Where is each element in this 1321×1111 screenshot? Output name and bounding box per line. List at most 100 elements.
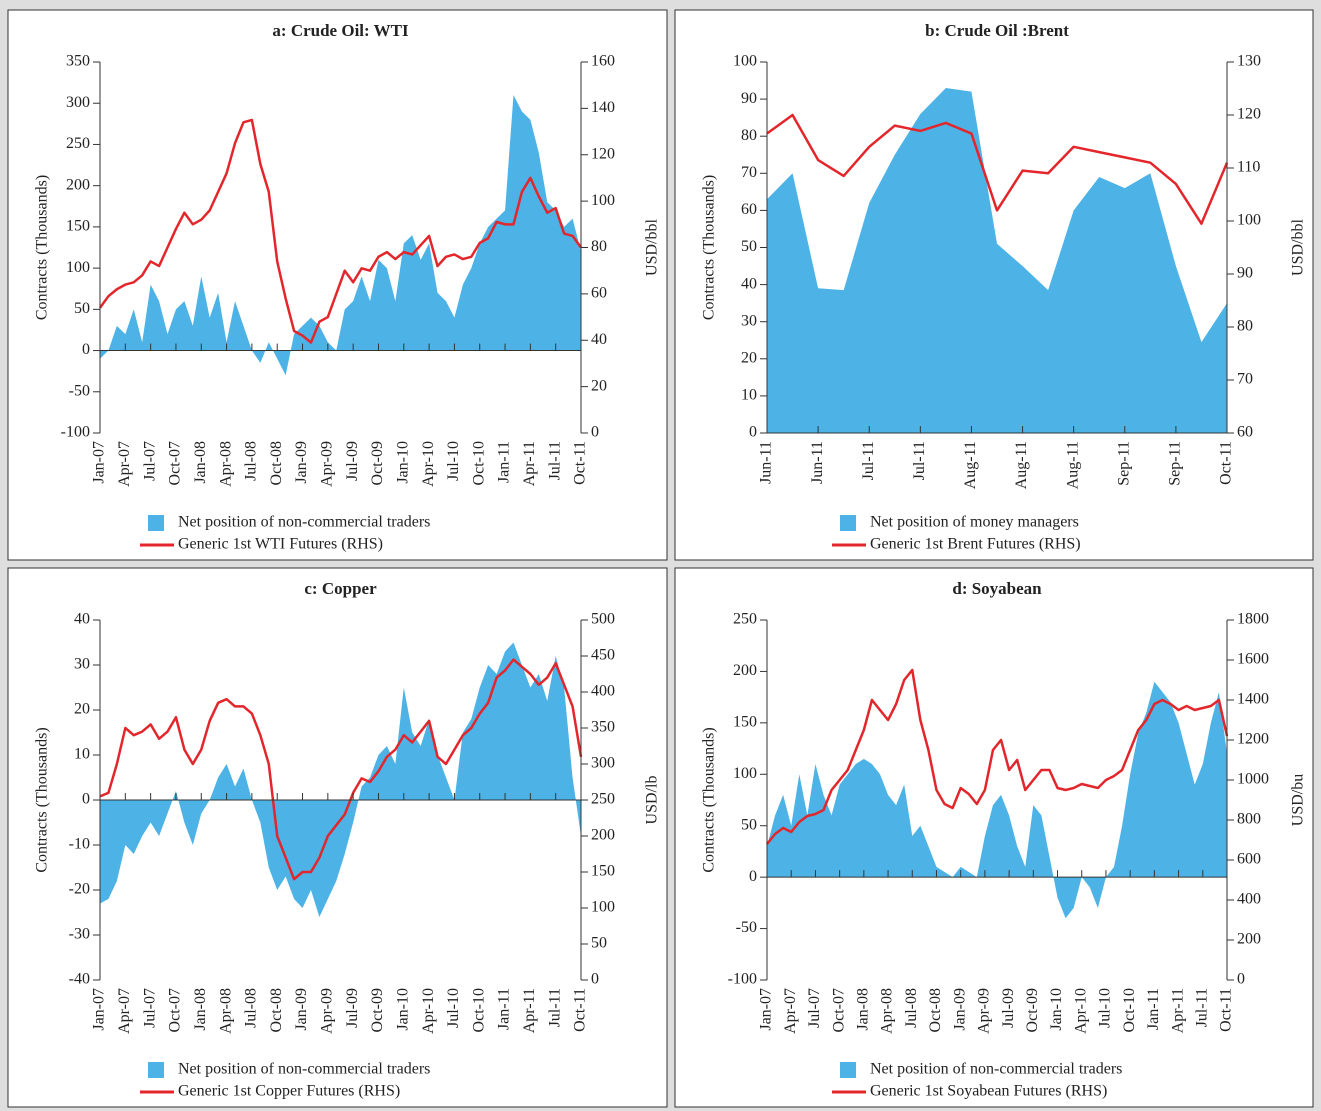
- legend-label: Generic 1st Brent Futures (RHS): [870, 536, 1081, 553]
- x-tick-label: Jan-11: [496, 988, 513, 1030]
- legend-label: Generic 1st Soyabean Futures (RHS): [870, 1083, 1107, 1100]
- legend-swatch: [840, 515, 856, 531]
- y-tick-label: 40: [741, 275, 757, 292]
- y-tick-label: -100: [61, 424, 90, 441]
- y-tick-label: 100: [66, 259, 90, 276]
- y-tick-label: 150: [733, 714, 757, 731]
- x-tick-label: Jun-11: [809, 441, 826, 484]
- y2-tick-label: 800: [1237, 811, 1261, 828]
- x-tick-label: Jan-09: [951, 988, 968, 1031]
- x-tick-label: Jul-11: [911, 441, 928, 480]
- x-tick-label: Apr-08: [879, 988, 896, 1034]
- y-tick-label: -50: [69, 382, 90, 399]
- y-tick-label: -100: [728, 971, 757, 988]
- y2-tick-label: 100: [1237, 212, 1261, 229]
- x-tick-label: Jul-09: [1000, 988, 1017, 1028]
- x-tick-label: Jul-11: [1193, 988, 1210, 1027]
- x-tick-label: Oct-07: [167, 441, 184, 485]
- position-area: [100, 642, 581, 917]
- legend-label: Net position of non-commercial traders: [178, 1061, 430, 1078]
- x-tick-label: Oct-08: [927, 988, 944, 1032]
- x-tick-label: Jul-08: [243, 441, 260, 481]
- y2-axis-label: USD/bu: [1290, 774, 1307, 826]
- x-tick-label: Jul-10: [1097, 988, 1114, 1028]
- x-tick-label: Jul-07: [141, 441, 158, 481]
- x-tick-label: Oct-09: [369, 441, 386, 485]
- y2-tick-label: 0: [591, 424, 599, 441]
- y-tick-label: 30: [74, 656, 90, 673]
- y-axis-label: Contracts (Thousands): [701, 727, 718, 872]
- x-tick-label: Jan-08: [192, 441, 209, 484]
- x-tick-label: Apr-08: [217, 988, 234, 1034]
- y-tick-label: -40: [69, 971, 90, 988]
- y-tick-label: -50: [736, 919, 757, 936]
- y2-tick-label: 400: [591, 683, 615, 700]
- y-tick-label: -10: [69, 836, 90, 853]
- x-tick-label: Apr-07: [116, 988, 133, 1034]
- x-tick-label: Oct-07: [167, 988, 184, 1032]
- x-tick-label: Jul-07: [806, 988, 823, 1028]
- x-tick-label: Oct-11: [572, 988, 589, 1032]
- y2-tick-label: 100: [591, 192, 615, 209]
- y-tick-label: 10: [741, 387, 757, 404]
- y-tick-label: 50: [741, 816, 757, 833]
- x-tick-label: Jul-07: [141, 988, 158, 1028]
- legend-swatch: [840, 1062, 856, 1078]
- x-tick-label: Jul-10: [445, 988, 462, 1028]
- x-tick-label: Sep-11: [1167, 441, 1184, 486]
- y-tick-label: 50: [74, 300, 90, 317]
- x-tick-label: Oct-10: [470, 988, 487, 1032]
- position-area: [767, 681, 1227, 919]
- x-tick-label: Jan-07: [91, 988, 108, 1031]
- y-tick-label: 100: [733, 765, 757, 782]
- y2-axis-label: USD/bbl: [1290, 219, 1307, 276]
- x-tick-label: Apr-09: [319, 988, 336, 1034]
- position-area: [767, 87, 1227, 433]
- x-tick-label: Oct-08: [268, 441, 285, 485]
- y2-tick-label: 200: [1237, 931, 1261, 948]
- x-tick-label: Apr-11: [1169, 988, 1186, 1033]
- y-tick-label: 0: [749, 868, 757, 885]
- x-tick-label: Jan-10: [394, 988, 411, 1031]
- x-tick-label: Jan-10: [394, 441, 411, 484]
- y2-tick-label: 300: [591, 755, 615, 772]
- y2-tick-label: 250: [591, 791, 615, 808]
- legend-swatch: [148, 515, 164, 531]
- x-tick-label: Jan-09: [293, 441, 310, 484]
- y2-tick-label: 450: [591, 647, 615, 664]
- price-line: [766, 113, 1229, 225]
- x-tick-label: Oct-08: [268, 988, 285, 1032]
- y2-tick-label: 40: [591, 331, 607, 348]
- x-tick-label: Apr-10: [420, 988, 437, 1034]
- y-axis-label: Contracts (Thousands): [701, 175, 718, 320]
- x-tick-label: Aug-11: [1013, 441, 1030, 489]
- y-tick-label: 40: [74, 611, 90, 628]
- x-tick-label: Oct-07: [830, 988, 847, 1032]
- x-tick-label: Apr-07: [116, 441, 133, 487]
- y2-axis-label: USD/lb: [644, 776, 661, 825]
- y2-tick-label: 400: [1237, 891, 1261, 908]
- y-axis-label: Contracts (Thousands): [34, 727, 51, 872]
- x-tick-label: Jul-09: [344, 441, 361, 481]
- x-tick-label: Jan-07: [91, 441, 108, 484]
- y2-tick-label: 1600: [1237, 651, 1269, 668]
- y2-tick-label: 140: [591, 99, 615, 116]
- legend-label: Net position of non-commercial traders: [178, 514, 430, 531]
- y-tick-label: 0: [82, 341, 90, 358]
- price-line: [99, 658, 583, 881]
- x-tick-label: Apr-08: [217, 441, 234, 487]
- y-tick-label: 0: [749, 424, 757, 441]
- x-tick-label: Jan-08: [855, 988, 872, 1031]
- y2-tick-label: 60: [591, 285, 607, 302]
- y2-tick-label: 20: [591, 377, 607, 394]
- chart-title: d: Soyabean: [952, 579, 1042, 598]
- y-tick-label: 10: [74, 746, 90, 763]
- y-tick-label: 350: [66, 53, 90, 70]
- y2-tick-label: 200: [591, 827, 615, 844]
- y-tick-label: 200: [733, 662, 757, 679]
- y2-tick-label: 130: [1237, 53, 1261, 70]
- y2-tick-label: 150: [591, 863, 615, 880]
- x-tick-label: Oct-09: [1024, 988, 1041, 1032]
- y-tick-label: 250: [733, 611, 757, 628]
